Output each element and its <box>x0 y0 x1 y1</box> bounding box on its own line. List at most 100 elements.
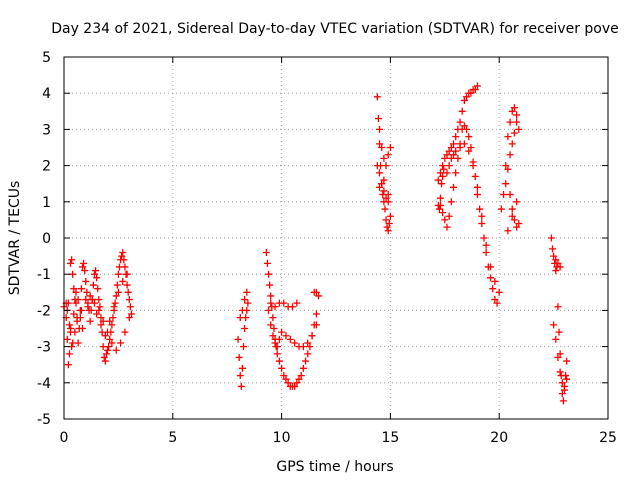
data-point <box>556 263 564 271</box>
data-point <box>112 292 120 300</box>
data-point <box>380 187 388 195</box>
grid <box>64 57 608 419</box>
data-point <box>124 288 132 296</box>
data-point <box>460 140 468 148</box>
data-point <box>82 296 90 304</box>
x-tick-label: 10 <box>273 430 291 446</box>
y-tick-label: -3 <box>37 340 51 356</box>
data-point <box>284 379 292 387</box>
data-point <box>86 317 94 325</box>
data-point <box>482 248 490 256</box>
data-point <box>97 314 105 322</box>
x-tick-label: 15 <box>381 430 399 446</box>
data-point <box>460 96 468 104</box>
data-point <box>550 252 558 260</box>
data-point <box>482 241 490 249</box>
data-point <box>72 288 80 296</box>
data-point <box>382 216 390 224</box>
data-point <box>70 285 78 293</box>
data-point <box>108 339 116 347</box>
data-point <box>504 227 512 235</box>
data-point <box>86 292 94 300</box>
x-axis-title: GPS time / hours <box>276 459 393 475</box>
data-point <box>376 140 384 148</box>
data-point <box>502 162 510 170</box>
data-point <box>563 357 571 365</box>
y-tick-label: -4 <box>37 376 51 392</box>
data-point <box>452 147 460 155</box>
y-tick-label: -2 <box>37 303 51 319</box>
data-point <box>465 133 473 141</box>
data-point <box>441 154 449 162</box>
data-point <box>125 296 133 304</box>
data-point <box>312 310 320 318</box>
data-point <box>83 288 91 296</box>
data-point <box>236 372 244 380</box>
data-point <box>101 357 109 365</box>
data-point <box>92 267 100 275</box>
data-point <box>373 162 381 170</box>
data-point <box>497 205 505 213</box>
data-point <box>445 147 453 155</box>
data-point <box>440 165 448 173</box>
data-point <box>380 176 388 184</box>
data-point <box>235 353 243 361</box>
data-point <box>513 118 521 126</box>
data-point <box>378 144 386 151</box>
data-point <box>552 267 560 275</box>
data-point <box>480 234 488 242</box>
data-point <box>384 198 392 206</box>
data-point <box>556 368 564 376</box>
data-point <box>439 172 447 180</box>
data-point <box>467 89 475 97</box>
data-point <box>89 281 97 289</box>
y-axis-title: SDTVAR / TECUs <box>7 181 23 296</box>
data-point <box>382 162 390 170</box>
data-point <box>271 303 279 311</box>
data-point <box>78 263 86 271</box>
data-point <box>69 339 77 347</box>
data-point <box>299 364 307 372</box>
data-point <box>491 277 499 285</box>
data-point <box>508 140 516 148</box>
data-point <box>443 169 451 177</box>
data-point <box>263 259 271 267</box>
data-point <box>108 321 116 329</box>
data-point <box>266 281 274 289</box>
data-point <box>77 285 85 293</box>
data-point <box>447 154 455 162</box>
y-tick-label: 3 <box>42 122 51 138</box>
data-point <box>434 201 442 209</box>
data-point <box>297 372 305 380</box>
data-point <box>278 328 286 336</box>
data-point <box>286 335 294 343</box>
data-point <box>244 299 252 307</box>
data-point <box>513 198 521 206</box>
data-point <box>315 292 323 300</box>
data-point <box>241 325 249 332</box>
data-point <box>439 209 447 217</box>
data-point <box>273 343 281 351</box>
data-point <box>383 223 391 231</box>
data-point <box>554 259 562 267</box>
data-point <box>90 299 98 307</box>
data-point <box>269 332 277 340</box>
data-point <box>510 216 518 224</box>
data-point <box>443 223 451 231</box>
data-point <box>64 361 72 369</box>
data-point <box>238 306 246 314</box>
data-point <box>552 256 560 264</box>
data-point <box>441 216 449 224</box>
data-point <box>436 194 444 202</box>
data-point <box>275 335 283 343</box>
data-point <box>554 303 562 311</box>
y-tick-label: -5 <box>37 412 51 428</box>
data-point <box>456 144 464 151</box>
data-point <box>63 335 71 343</box>
y-tick-label: 2 <box>42 159 51 175</box>
y-tick-label: 5 <box>42 50 51 66</box>
data-point <box>119 277 127 285</box>
data-point <box>504 165 512 173</box>
data-point <box>293 379 301 387</box>
data-point <box>118 252 126 260</box>
